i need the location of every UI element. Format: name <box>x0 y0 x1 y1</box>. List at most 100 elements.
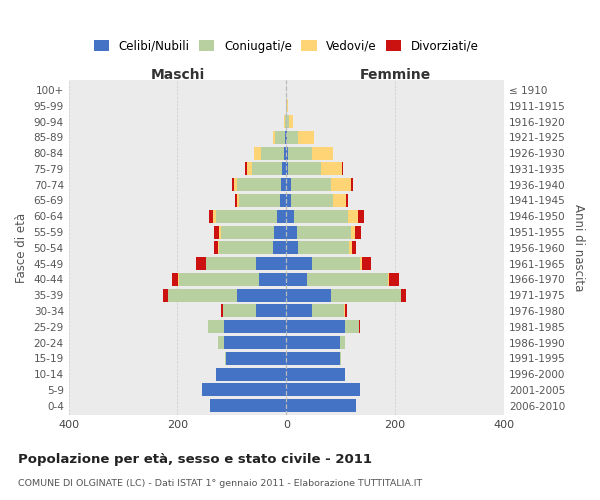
Bar <box>235 194 237 207</box>
Bar <box>286 336 340 349</box>
Bar <box>286 194 290 207</box>
Bar <box>221 226 274 238</box>
Bar <box>284 146 286 160</box>
Bar <box>209 210 214 222</box>
Bar <box>220 226 221 238</box>
Bar <box>286 210 295 222</box>
Bar <box>215 210 277 222</box>
Bar <box>282 162 286 175</box>
Bar <box>362 257 371 270</box>
Text: Femmine: Femmine <box>359 68 431 82</box>
Bar <box>238 288 286 302</box>
Bar <box>321 162 342 175</box>
Bar <box>167 288 238 302</box>
Bar <box>359 320 361 333</box>
Bar <box>226 352 286 365</box>
Bar <box>224 320 286 333</box>
Bar <box>172 273 178 286</box>
Bar <box>214 242 218 254</box>
Bar <box>238 178 281 191</box>
Bar <box>345 320 359 333</box>
Bar <box>286 304 313 318</box>
Bar <box>286 242 298 254</box>
Bar <box>289 162 321 175</box>
Bar <box>290 194 333 207</box>
Bar <box>208 320 224 333</box>
Bar <box>206 257 256 270</box>
Bar <box>274 226 286 238</box>
Bar <box>223 304 256 318</box>
Bar <box>349 242 352 254</box>
Bar <box>214 226 220 238</box>
Bar <box>350 178 353 191</box>
Bar <box>163 288 167 302</box>
Bar <box>215 368 286 380</box>
Bar <box>295 210 348 222</box>
Bar <box>313 146 333 160</box>
Bar <box>344 304 347 318</box>
Bar <box>340 352 341 365</box>
Bar <box>232 178 233 191</box>
Bar <box>237 194 239 207</box>
Bar <box>286 257 313 270</box>
Bar <box>218 336 224 349</box>
Bar <box>273 242 286 254</box>
Bar <box>313 257 361 270</box>
Bar <box>239 194 280 207</box>
Bar <box>221 304 223 318</box>
Bar <box>297 226 350 238</box>
Bar <box>286 178 290 191</box>
Bar <box>389 273 399 286</box>
Bar <box>352 242 356 254</box>
Bar <box>286 352 340 365</box>
Bar <box>307 273 388 286</box>
Bar <box>280 194 286 207</box>
Bar <box>333 194 346 207</box>
Bar <box>286 320 345 333</box>
Bar <box>286 115 289 128</box>
Bar <box>259 273 286 286</box>
Y-axis label: Anni di nascita: Anni di nascita <box>572 204 585 292</box>
Bar <box>298 131 314 144</box>
Bar <box>361 257 362 270</box>
Bar <box>179 273 259 286</box>
Bar <box>218 242 220 254</box>
Bar <box>286 226 297 238</box>
Bar <box>288 146 313 160</box>
Bar <box>286 288 331 302</box>
Bar <box>355 226 361 238</box>
Bar <box>196 257 206 270</box>
Bar <box>401 288 406 302</box>
Bar <box>210 399 286 412</box>
Bar <box>245 162 247 175</box>
Text: Popolazione per età, sesso e stato civile - 2011: Popolazione per età, sesso e stato civil… <box>18 452 372 466</box>
Bar <box>287 131 298 144</box>
Bar <box>286 146 288 160</box>
Bar <box>358 210 364 222</box>
Bar <box>286 368 345 380</box>
Bar <box>286 131 287 144</box>
Bar <box>233 178 238 191</box>
Legend: Celibi/Nubili, Coniugati/e, Vedovi/e, Divorziati/e: Celibi/Nubili, Coniugati/e, Vedovi/e, Di… <box>94 40 479 52</box>
Bar <box>273 131 275 144</box>
Bar <box>313 304 344 318</box>
Bar <box>346 194 348 207</box>
Bar <box>254 146 261 160</box>
Bar <box>289 115 293 128</box>
Bar <box>331 178 350 191</box>
Text: Maschi: Maschi <box>151 68 205 82</box>
Bar <box>342 162 343 175</box>
Bar <box>290 178 331 191</box>
Bar <box>275 131 285 144</box>
Bar <box>350 226 355 238</box>
Bar <box>214 210 215 222</box>
Bar <box>285 131 286 144</box>
Bar <box>286 273 307 286</box>
Bar <box>220 242 273 254</box>
Bar <box>247 162 252 175</box>
Bar <box>348 210 358 222</box>
Text: COMUNE DI OLGINATE (LC) - Dati ISTAT 1° gennaio 2011 - Elaborazione TUTTITALIA.I: COMUNE DI OLGINATE (LC) - Dati ISTAT 1° … <box>18 479 422 488</box>
Bar <box>286 399 356 412</box>
Bar <box>284 115 286 128</box>
Bar <box>202 384 286 396</box>
